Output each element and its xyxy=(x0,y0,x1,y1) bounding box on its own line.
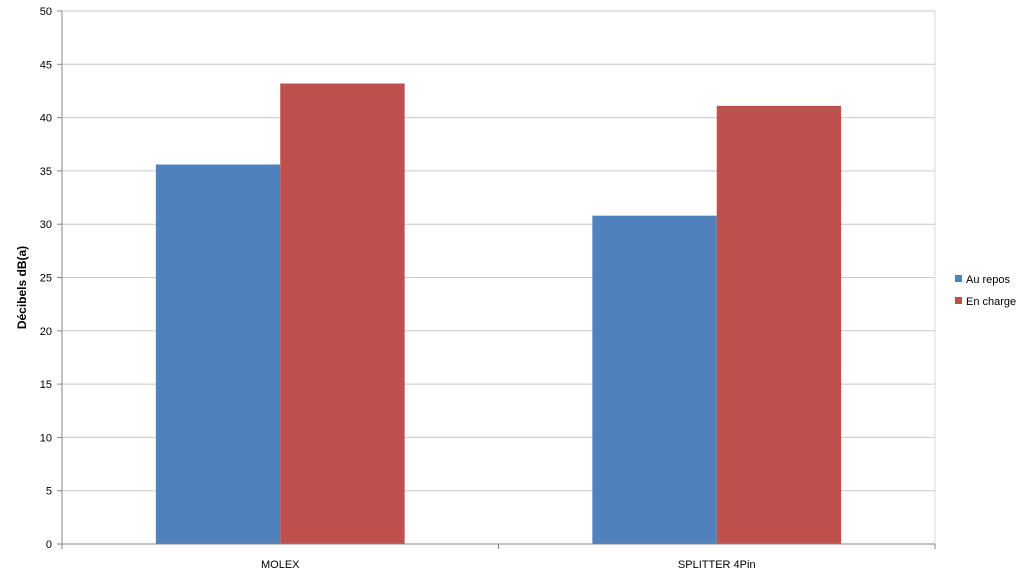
legend-label: Au repos xyxy=(966,274,1011,286)
legend: Au repos En charge xyxy=(955,274,1016,308)
bars xyxy=(155,83,842,545)
x-category-label: SPLITTER 4Pin xyxy=(678,559,756,571)
bar-en-charge-1 xyxy=(716,105,842,545)
x-category-labels: MOLEX SPLITTER 4Pin xyxy=(261,559,756,571)
y-axis-label: Décibels dB(a) xyxy=(15,246,29,329)
y-tick-label: 20 xyxy=(40,326,52,338)
axes xyxy=(57,10,936,549)
legend-swatch xyxy=(955,297,962,304)
y-tick-label: 5 xyxy=(46,486,52,498)
y-tick-label: 35 xyxy=(40,166,52,178)
y-tick-label: 0 xyxy=(46,539,52,551)
y-tick-label: 40 xyxy=(40,113,52,125)
legend-label: En charge xyxy=(966,296,1016,308)
y-tick-label: 10 xyxy=(40,432,52,444)
y-tick-label: 45 xyxy=(40,59,52,71)
bar-au-repos-1 xyxy=(592,215,717,544)
bar-en-charge-0 xyxy=(280,83,405,544)
y-tick-label: 15 xyxy=(40,379,52,391)
y-tick-label: 25 xyxy=(40,273,52,285)
y-tick-labels: 0 5 10 15 20 25 30 35 40 45 50 xyxy=(40,6,52,551)
y-tick-label: 30 xyxy=(40,219,52,231)
x-category-label: MOLEX xyxy=(261,559,300,571)
legend-swatch xyxy=(955,275,962,282)
bar-au-repos-0 xyxy=(155,164,281,544)
y-tick-label: 50 xyxy=(40,6,52,18)
